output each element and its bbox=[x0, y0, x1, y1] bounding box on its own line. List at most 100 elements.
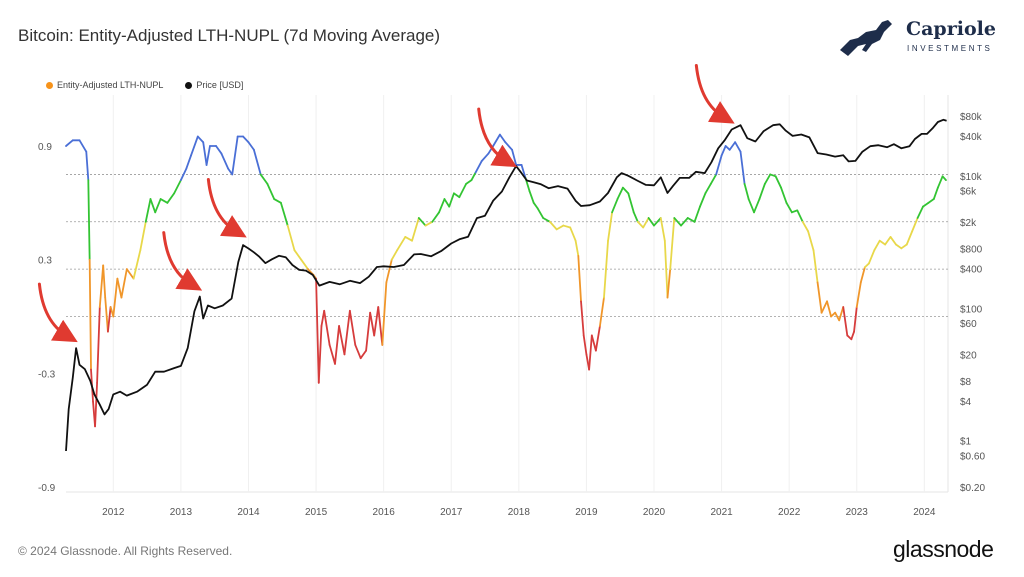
nupl-segment bbox=[492, 133, 501, 147]
nupl-segment bbox=[820, 300, 828, 314]
x-tick-label: 2013 bbox=[170, 507, 193, 518]
nupl-segment bbox=[231, 135, 239, 176]
nupl-segment bbox=[868, 249, 876, 265]
nupl-segment bbox=[266, 182, 276, 200]
nupl-segment bbox=[569, 226, 577, 242]
nupl-segment bbox=[385, 258, 393, 284]
x-tick-label: 2015 bbox=[305, 507, 328, 518]
nupl-segment bbox=[922, 201, 930, 208]
nupl-segment bbox=[826, 300, 832, 318]
nupl-segment bbox=[102, 264, 107, 299]
nupl-segment bbox=[863, 262, 870, 269]
nupl-segment bbox=[520, 164, 527, 180]
nupl-segment bbox=[185, 154, 192, 170]
nupl-segment bbox=[753, 198, 761, 214]
right-tick-label: $100 bbox=[960, 304, 983, 315]
x-tick-label: 2014 bbox=[237, 507, 260, 518]
nupl-segment bbox=[78, 139, 88, 153]
nupl-segment bbox=[878, 239, 887, 246]
nupl-segment bbox=[853, 306, 858, 333]
legend-dot-icon bbox=[185, 81, 193, 89]
right-tick-label: $6k bbox=[960, 186, 977, 197]
nupl-segment bbox=[104, 296, 109, 333]
legend-item-nupl: Entity-Adjusted LTH-NUPL bbox=[46, 80, 163, 90]
nupl-segment bbox=[511, 148, 518, 166]
nupl-segment bbox=[603, 239, 609, 299]
right-tick-label: $400 bbox=[960, 264, 983, 275]
nupl-segment bbox=[323, 309, 331, 346]
right-tick-label: $0.60 bbox=[960, 451, 985, 462]
nupl-segment bbox=[693, 205, 701, 223]
nupl-segment bbox=[855, 281, 862, 308]
nupl-segment bbox=[112, 277, 119, 318]
legend-label-nupl: Entity-Adjusted LTH-NUPL bbox=[57, 80, 164, 90]
nupl-segment bbox=[747, 198, 755, 214]
nupl-segment bbox=[196, 135, 205, 144]
nupl-segment bbox=[704, 182, 712, 195]
logo-name: Capriole bbox=[906, 18, 996, 40]
nupl-segment bbox=[555, 224, 565, 231]
nupl-segment bbox=[315, 277, 320, 384]
nupl-segment bbox=[927, 198, 935, 204]
nupl-segment bbox=[577, 254, 582, 303]
nupl-segment bbox=[293, 249, 303, 261]
right-tick-label: $80k bbox=[960, 112, 983, 123]
nupl-segment bbox=[205, 145, 211, 166]
nupl-segment bbox=[154, 198, 162, 214]
chart-title: Bitcoin: Entity-Adjusted LTH-NUPL (7d Mo… bbox=[18, 26, 441, 45]
nupl-segment bbox=[932, 186, 939, 200]
annotation-arrow-icon bbox=[162, 231, 203, 291]
nupl-segment bbox=[87, 179, 91, 261]
nupl-segment bbox=[369, 311, 376, 337]
nupl-segment bbox=[666, 268, 672, 299]
nupl-segment bbox=[724, 145, 731, 151]
nupl-segment bbox=[769, 173, 777, 178]
annotation-arrow-icon bbox=[206, 178, 247, 238]
right-tick-label: $8 bbox=[960, 377, 972, 388]
nupl-segment bbox=[499, 133, 507, 144]
nupl-segment bbox=[202, 141, 208, 166]
nupl-segment bbox=[159, 198, 169, 204]
nupl-segment bbox=[94, 381, 98, 428]
nupl-segment bbox=[220, 152, 230, 170]
nupl-segment bbox=[905, 230, 914, 246]
copyright-text: © 2024 Glassnode. All Rights Reserved. bbox=[18, 544, 233, 558]
nupl-segment bbox=[411, 217, 420, 242]
right-tick-label: $2k bbox=[960, 218, 977, 229]
nupl-segment bbox=[588, 334, 593, 371]
nupl-segment bbox=[107, 306, 112, 333]
legend-item-price: Price [USD] bbox=[185, 80, 243, 90]
nupl-segment bbox=[365, 311, 372, 352]
nupl-segment bbox=[549, 220, 558, 231]
nupl-segment bbox=[680, 217, 689, 227]
x-tick-label: 2016 bbox=[373, 507, 396, 518]
legend-label-price: Price [USD] bbox=[196, 80, 244, 90]
nupl-segment bbox=[816, 281, 823, 314]
nupl-segment bbox=[709, 173, 718, 185]
nupl-segment bbox=[125, 268, 135, 280]
horse-logo-icon bbox=[840, 20, 892, 56]
nupl-segment bbox=[480, 152, 490, 163]
nupl-segment bbox=[396, 236, 407, 252]
nupl-segment bbox=[916, 205, 924, 219]
nupl-segment bbox=[734, 141, 742, 153]
nupl-segment bbox=[636, 220, 645, 229]
nupl-segment bbox=[338, 325, 346, 356]
nupl-segment bbox=[720, 145, 727, 157]
x-tick-label: 2023 bbox=[846, 507, 869, 518]
nupl-segment bbox=[334, 325, 340, 365]
nupl-segment bbox=[686, 217, 696, 223]
nupl-segment bbox=[941, 175, 947, 182]
nupl-segment bbox=[149, 198, 157, 214]
nupl-segment bbox=[801, 220, 809, 233]
nupl-segment bbox=[166, 192, 176, 204]
nupl-segment bbox=[669, 217, 676, 271]
nupl-segment bbox=[739, 150, 746, 185]
nupl-segment bbox=[884, 236, 892, 246]
nupl-segment bbox=[574, 239, 580, 257]
nupl-segment bbox=[417, 217, 427, 227]
nupl-segment bbox=[743, 182, 750, 200]
nupl-segment bbox=[144, 198, 152, 223]
nupl-segment bbox=[842, 306, 849, 337]
nupl-segment bbox=[774, 175, 782, 189]
